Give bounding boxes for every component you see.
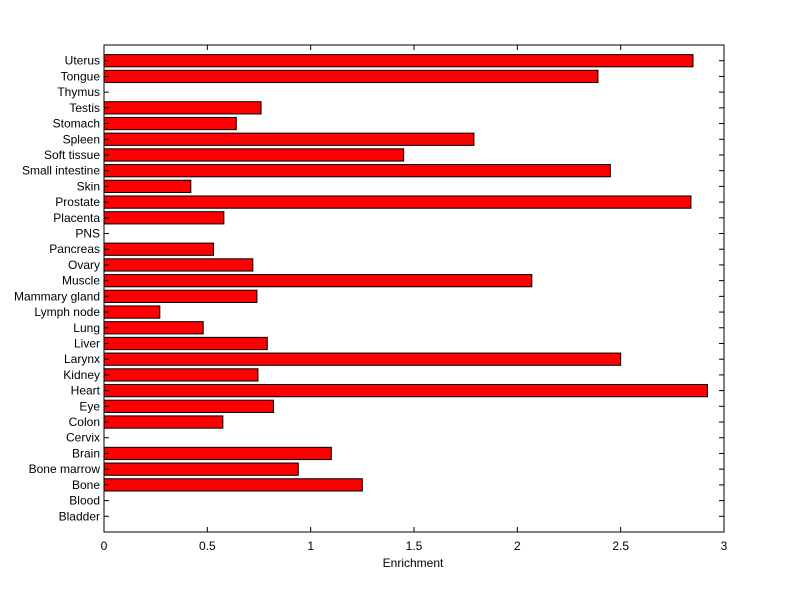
bar bbox=[103, 179, 192, 194]
bar bbox=[103, 462, 299, 476]
y-tick-label: Ovary bbox=[68, 258, 100, 272]
bar bbox=[103, 116, 237, 131]
bar bbox=[103, 164, 611, 178]
bar bbox=[103, 478, 363, 492]
y-tick-label: Placenta bbox=[53, 211, 100, 225]
y-tick-label: Uterus bbox=[65, 54, 100, 68]
x-axis-labels: 0 0.5 1 1.5 2 2.5 3 bbox=[101, 539, 728, 553]
bar bbox=[103, 415, 224, 429]
bar bbox=[103, 211, 225, 225]
bar bbox=[103, 352, 622, 366]
x-axis-label: Enrichment bbox=[383, 556, 444, 570]
y-tick-label: Lymph node bbox=[34, 305, 100, 319]
x-tick-label: 0.5 bbox=[199, 539, 216, 553]
y-tick-label: Spleen bbox=[63, 132, 100, 146]
bar bbox=[103, 148, 405, 162]
bar bbox=[103, 336, 268, 351]
y-tick-label: Heart bbox=[71, 384, 101, 398]
y-tick-label: Lung bbox=[73, 321, 100, 335]
y-tick-label: Bone bbox=[72, 478, 100, 492]
y-tick-label: Thymus bbox=[57, 85, 100, 99]
y-tick-label: Eye bbox=[79, 399, 100, 413]
bar bbox=[103, 383, 708, 398]
x-tick-label: 2 bbox=[514, 539, 521, 553]
bar bbox=[103, 274, 533, 288]
y-tick-label: Stomach bbox=[53, 117, 100, 131]
plot-frame bbox=[103, 44, 725, 533]
x-tick-label: 2.5 bbox=[612, 539, 629, 553]
bar bbox=[103, 132, 475, 146]
y-tick-label: Prostate bbox=[55, 195, 100, 209]
y-tick-label: Mammary gland bbox=[14, 289, 100, 303]
bar bbox=[103, 195, 692, 209]
y-tick-label: Colon bbox=[69, 415, 100, 429]
y-tick-label: Tongue bbox=[61, 69, 101, 83]
y-tick-label: Liver bbox=[74, 336, 100, 350]
bar bbox=[103, 305, 161, 319]
y-tick-label: Soft tissue bbox=[44, 148, 100, 162]
y-tick-label: Muscle bbox=[62, 274, 100, 288]
y-tick-label: Blood bbox=[69, 494, 100, 508]
x-tick-label: 3 bbox=[721, 539, 728, 553]
bar bbox=[103, 289, 258, 303]
y-tick-label: PNS bbox=[75, 227, 100, 241]
x-tick-label: 1 bbox=[307, 539, 314, 553]
y-tick-label: Kidney bbox=[63, 368, 100, 382]
y-tick-label: Testis bbox=[69, 101, 100, 115]
bar bbox=[103, 242, 215, 256]
y-tick-label: Bladder bbox=[59, 509, 100, 523]
bar bbox=[103, 446, 332, 461]
bar bbox=[103, 399, 274, 413]
x-tick-label: 0 bbox=[101, 539, 108, 553]
y-axis-ticks bbox=[104, 60, 724, 517]
bar bbox=[103, 69, 599, 84]
y-tick-label: Larynx bbox=[64, 352, 100, 366]
y-tick-label: Brain bbox=[72, 446, 100, 460]
y-tick-label: Cervix bbox=[66, 431, 100, 445]
y-tick-label: Skin bbox=[77, 179, 100, 193]
bar bbox=[103, 368, 259, 382]
y-tick-label: Pancreas bbox=[49, 242, 100, 256]
bar bbox=[103, 321, 204, 335]
bar bbox=[103, 101, 262, 115]
bar bbox=[103, 258, 254, 272]
bar bbox=[103, 54, 694, 68]
x-tick-label: 1.5 bbox=[406, 539, 423, 553]
y-tick-label: Bone marrow bbox=[29, 462, 101, 476]
y-tick-label: Small intestine bbox=[22, 164, 100, 178]
